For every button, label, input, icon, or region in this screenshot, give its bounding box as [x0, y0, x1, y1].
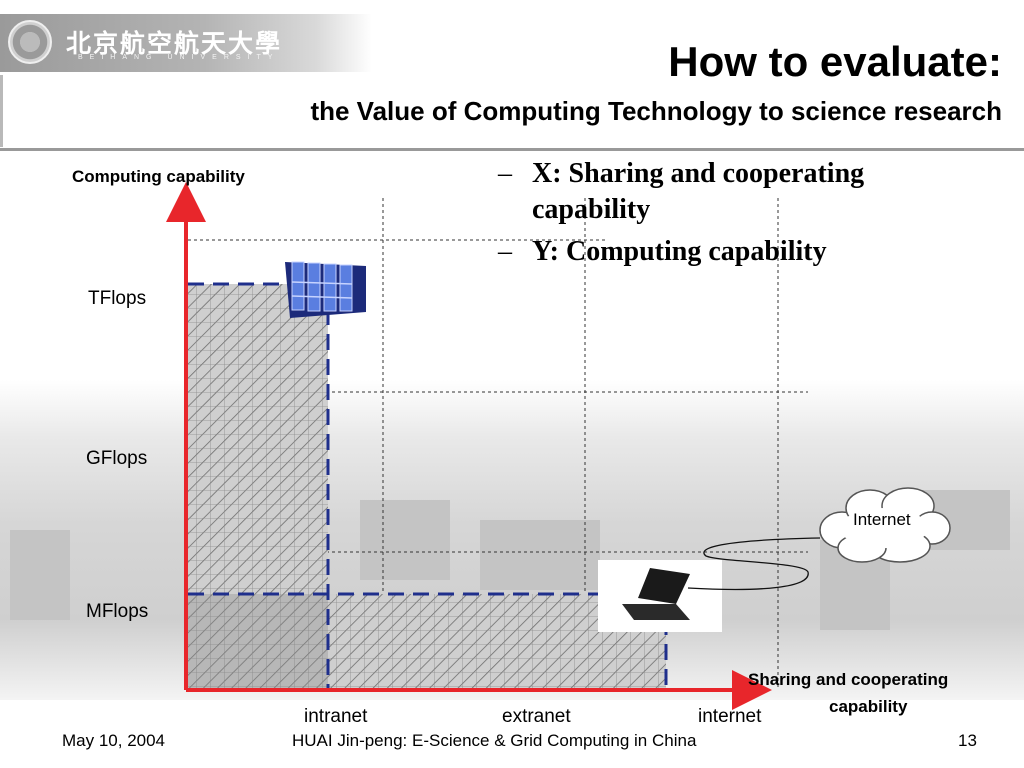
x-level-label-intranet: intranet	[304, 706, 368, 727]
y-level-label-gflops: GFlops	[86, 448, 147, 469]
bullet-item-y: – Y: Computing capability	[498, 234, 968, 270]
footer-caption: HUAI Jin-peng: E-Science & Grid Computin…	[292, 731, 697, 750]
x-axis-label-line1: Sharing and cooperating	[748, 670, 948, 689]
bullet-list: – X: Sharing and cooperating capability …	[498, 156, 968, 276]
bullet-item-x: – X: Sharing and cooperating capability	[498, 156, 968, 228]
footer-page-number: 13	[958, 731, 977, 750]
bullet-dash: –	[498, 158, 512, 189]
bullet-text: Y: Computing capability	[532, 236, 827, 267]
x-axis-label-line2: capability	[829, 697, 908, 716]
network-cable	[687, 537, 821, 591]
y-axis-label: Computing capability	[72, 167, 245, 186]
cloud-icon	[819, 487, 951, 563]
bullet-dash: –	[498, 236, 512, 267]
capability-diagram: Computing capability TFlops GFlops MFlop…	[72, 167, 951, 727]
bullet-text: X: Sharing and cooperating capability	[532, 158, 865, 225]
computing-region	[188, 284, 666, 690]
supercomputer-icon	[285, 261, 366, 318]
y-level-label-tflops: TFlops	[88, 288, 146, 309]
cloud-label: Internet	[853, 510, 911, 529]
university-logo-banner	[0, 14, 372, 72]
left-accent-bar	[0, 75, 3, 147]
footer-date: May 10, 2004	[62, 731, 166, 750]
slide-title: How to evaluate:	[668, 38, 1002, 85]
university-name-cn: 北京航空航天大學	[66, 29, 283, 58]
header-divider	[0, 148, 1024, 151]
x-level-label-extranet: extranet	[502, 706, 571, 727]
x-level-label-internet: internet	[698, 706, 762, 727]
university-seal-icon	[8, 20, 52, 64]
university-name-en: BEIHANG UNIVERSITY	[78, 54, 280, 61]
laptop-icon	[598, 560, 722, 632]
slide-subtitle: the Value of Computing Technology to sci…	[310, 96, 1002, 126]
y-level-label-mflops: MFlops	[86, 601, 148, 622]
